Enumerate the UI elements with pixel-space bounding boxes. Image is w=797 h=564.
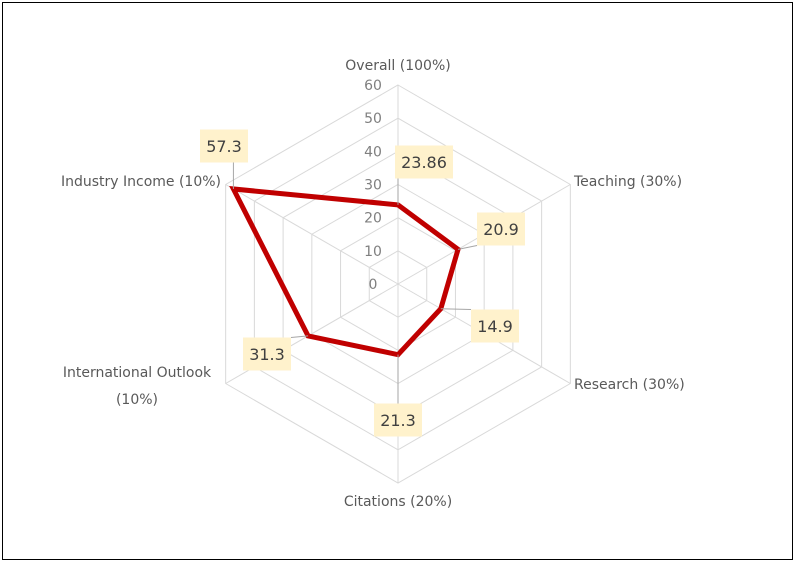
data-label-leader <box>290 335 309 338</box>
data-label-box <box>200 129 248 163</box>
tick-label: 50 <box>364 111 382 127</box>
tick-label: 60 <box>364 78 382 94</box>
data-label: 57.3 <box>206 137 242 156</box>
category-label: Industry Income (10%) <box>61 174 221 190</box>
tick-label: 20 <box>364 211 382 227</box>
series-line <box>229 186 461 358</box>
category-label: Research (30%) <box>574 377 685 393</box>
category-label: Teaching (30%) <box>573 174 682 190</box>
grid-spoke <box>225 184 399 285</box>
data-label-box <box>477 212 525 246</box>
tick-label: 10 <box>364 244 382 260</box>
data-label-box <box>395 145 453 179</box>
data-label-layer: 23.86 20.9 14.9 21.3 31.3 57.3 <box>200 129 525 437</box>
tick-label: 0 <box>369 277 378 293</box>
data-label-box <box>471 309 519 343</box>
category-label: Citations (20%) <box>344 494 452 510</box>
category-label: International Outlook (10%) <box>63 365 212 408</box>
data-label: 21.3 <box>380 411 416 430</box>
data-label: 14.9 <box>477 317 513 336</box>
series-layer <box>229 186 461 358</box>
data-label: 23.86 <box>401 153 447 172</box>
data-label-box <box>243 337 291 371</box>
category-label-layer: Overall (100%) Teaching (30%) Research (30… <box>61 58 685 510</box>
data-label: 20.9 <box>483 220 519 239</box>
data-label-box <box>374 403 422 437</box>
tick-label: 40 <box>364 144 382 160</box>
tick-label: 30 <box>364 178 382 194</box>
tick-layer: 0 10 20 30 40 50 60 <box>364 78 382 293</box>
category-label: Overall (100%) <box>345 58 450 74</box>
data-label-leader <box>457 245 478 250</box>
data-label: 31.3 <box>249 345 285 364</box>
data-label-leader <box>440 308 472 310</box>
